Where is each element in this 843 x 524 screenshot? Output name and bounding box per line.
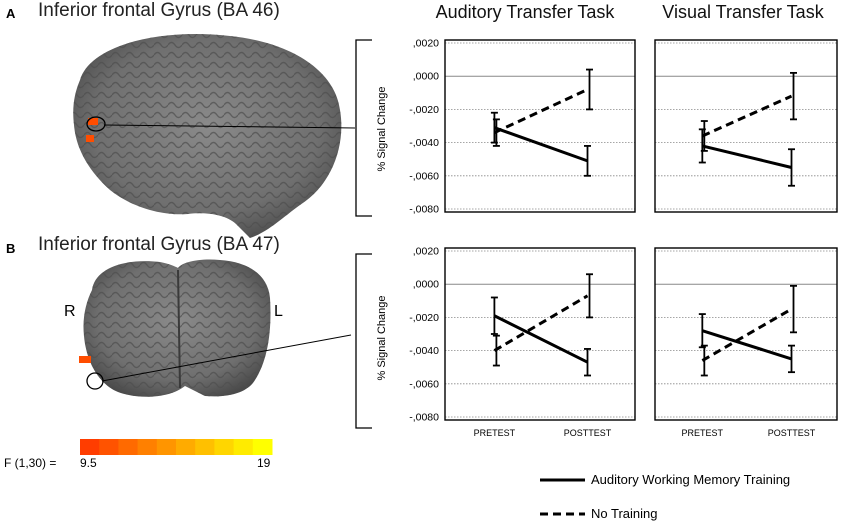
training-line <box>493 126 589 163</box>
roi-circle-b <box>86 372 104 390</box>
y-tick-label: ,0000 <box>413 279 439 291</box>
chart-a-auditory: ,0020 ,0000 -,0020 -,0040 -,0060 -,0080 <box>409 38 636 216</box>
brace-a <box>355 39 372 217</box>
y-axis-label-a: % Signal Change <box>376 86 388 171</box>
color-scale-segment <box>137 439 158 455</box>
chart-b-auditory: ,0020 ,0000 -,0020 -,0040 -,0060 -,0080 PRETES… <box>409 246 636 438</box>
x-tick-label: POSTTEST <box>768 428 816 438</box>
training-line <box>701 329 792 361</box>
chart-a-visual <box>654 39 838 213</box>
color-scale-segment <box>195 439 215 455</box>
column-title-visual: Visual Transfer Task <box>662 2 824 22</box>
y-tick-label: -,0080 <box>409 204 439 216</box>
column-title-auditory: Auditory Transfer Task <box>435 2 615 22</box>
y-axis-label-b: % Signal Change <box>376 295 388 380</box>
color-scale-segment <box>80 439 100 455</box>
x-tick-label: POSTTEST <box>564 428 612 438</box>
activation-blob <box>86 135 94 142</box>
plot-frame <box>654 39 838 213</box>
y-tick-label: -,0060 <box>409 170 439 182</box>
legend-label-no-training: No Training <box>591 506 658 521</box>
connector-line-a <box>103 124 356 129</box>
training-line <box>701 144 792 169</box>
panel-a-letter: A <box>6 6 16 21</box>
color-scale-segment <box>233 439 254 455</box>
x-tick-label: PRETEST <box>682 428 724 438</box>
roi-circle-a <box>86 116 106 132</box>
activation-blob <box>88 118 98 125</box>
plot-frame <box>444 247 636 421</box>
panel-b-letter: B <box>6 241 16 256</box>
brain-image-coronal <box>79 259 271 397</box>
color-scale-segment <box>99 439 119 455</box>
color-scale-min: 9.5 <box>80 456 97 470</box>
panel-b-region-title: Inferior frontal Gyrus (BA 47) <box>38 234 280 255</box>
y-tick-label: ,0000 <box>413 71 439 83</box>
y-tick-label: -,0040 <box>409 345 439 357</box>
no-training-line <box>701 307 793 362</box>
color-scale-segment <box>176 439 196 455</box>
color-scale-segment <box>252 439 273 455</box>
y-tick-label: -,0020 <box>409 104 439 116</box>
training-line <box>493 314 589 364</box>
connector-line-b <box>101 334 352 382</box>
no-training-line <box>493 294 589 352</box>
left-hemisphere-label: L <box>274 303 283 320</box>
y-tick-label: ,0020 <box>413 38 439 50</box>
no-training-line <box>493 88 589 135</box>
color-scale-segment <box>156 439 177 455</box>
x-tick-label: PRETEST <box>474 428 516 438</box>
brain-image-sagittal <box>73 34 342 238</box>
y-tick-label: ,0020 <box>413 246 439 258</box>
color-scale-segment <box>118 439 139 455</box>
y-tick-label: -,0020 <box>409 312 439 324</box>
y-tick-label: -,0080 <box>409 412 439 424</box>
y-tick-label: -,0060 <box>409 378 439 390</box>
color-scale-bar <box>80 439 273 455</box>
color-scale-label: F (1,30) = <box>4 456 57 470</box>
right-hemisphere-label: R <box>64 303 76 320</box>
color-scale-max: 19 <box>257 456 271 470</box>
y-tick-label: -,0040 <box>409 137 439 149</box>
legend-label-training: Auditory Working Memory Training <box>591 472 791 487</box>
plot-frame <box>444 39 636 213</box>
brace-b <box>355 253 372 429</box>
panel-a-region-title: Inferior frontal Gyrus (BA 46) <box>38 0 280 21</box>
color-scale-segment <box>214 439 235 455</box>
chart-b-visual: PRETEST POSTTEST <box>654 247 838 438</box>
activation-blob <box>79 356 91 363</box>
no-training-line <box>701 94 793 138</box>
plot-frame <box>654 247 838 421</box>
